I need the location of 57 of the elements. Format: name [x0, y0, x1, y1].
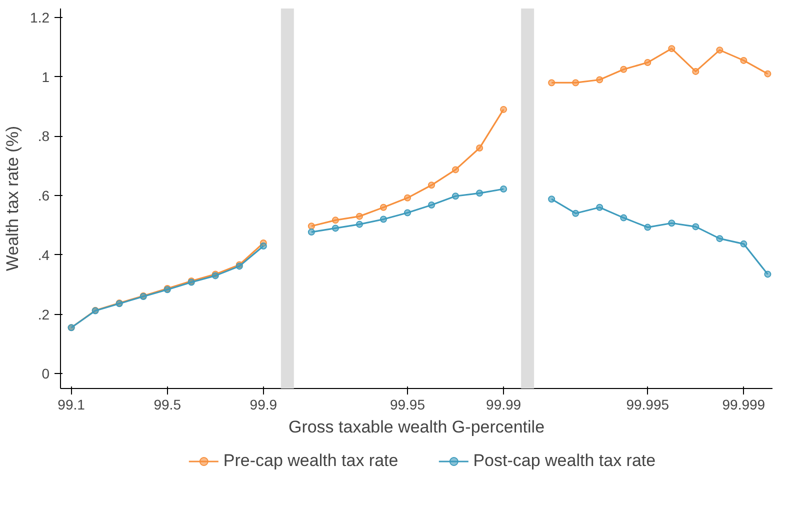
point — [764, 70, 772, 78]
legend-label: Post-cap wealth tax rate — [473, 451, 656, 471]
point — [620, 66, 628, 73]
y-tick-label: .8 — [38, 128, 50, 144]
x-tick-label: 99.9 — [250, 396, 278, 412]
point — [308, 222, 315, 230]
point — [572, 210, 580, 217]
x-axis-title: Gross taxable wealth G-percentile — [288, 418, 545, 436]
x-tick-label: 99.1 — [58, 396, 86, 412]
point — [500, 186, 508, 192]
point — [692, 223, 700, 230]
point — [668, 220, 676, 227]
y-tick-label: 1 — [42, 68, 50, 85]
point — [692, 68, 700, 75]
point — [644, 224, 652, 231]
point — [476, 144, 484, 152]
point — [380, 216, 387, 223]
y-axis-title: Wealth tax rate (%) — [3, 126, 22, 272]
point — [308, 228, 315, 236]
y-tick-label: 1.2 — [30, 9, 50, 26]
y-tick-label: .4 — [38, 246, 50, 263]
point — [404, 194, 411, 202]
point — [332, 216, 339, 224]
y-tick-label: .2 — [38, 306, 50, 322]
point — [452, 192, 460, 200]
point — [740, 56, 748, 64]
legend-label: Pre-cap wealth tax rate — [223, 451, 398, 471]
point — [404, 209, 411, 216]
x-tick-label: 99.999 — [722, 396, 766, 412]
point — [572, 79, 580, 86]
point — [764, 270, 772, 278]
point — [548, 196, 556, 203]
point — [476, 190, 484, 197]
x-tick-label: 99.99 — [486, 396, 522, 412]
x-tick-label: 99.995 — [626, 396, 670, 412]
point — [596, 76, 604, 84]
point — [452, 166, 460, 174]
point — [716, 46, 724, 54]
point — [620, 214, 628, 222]
point — [428, 182, 436, 189]
y-tick-label: .6 — [38, 188, 50, 204]
point — [500, 106, 508, 113]
point — [380, 204, 387, 211]
point — [740, 240, 748, 248]
point — [668, 45, 676, 52]
point — [644, 59, 652, 66]
point — [596, 204, 604, 211]
point — [260, 242, 267, 250]
point — [356, 212, 363, 220]
y-tick-label: 0 — [42, 366, 50, 382]
x-tick-label: 99.95 — [390, 396, 426, 412]
x-tick-label: 99.5 — [154, 396, 182, 412]
point — [716, 235, 724, 242]
point — [548, 79, 556, 86]
point — [356, 220, 363, 228]
point — [332, 224, 339, 232]
point — [428, 202, 436, 209]
